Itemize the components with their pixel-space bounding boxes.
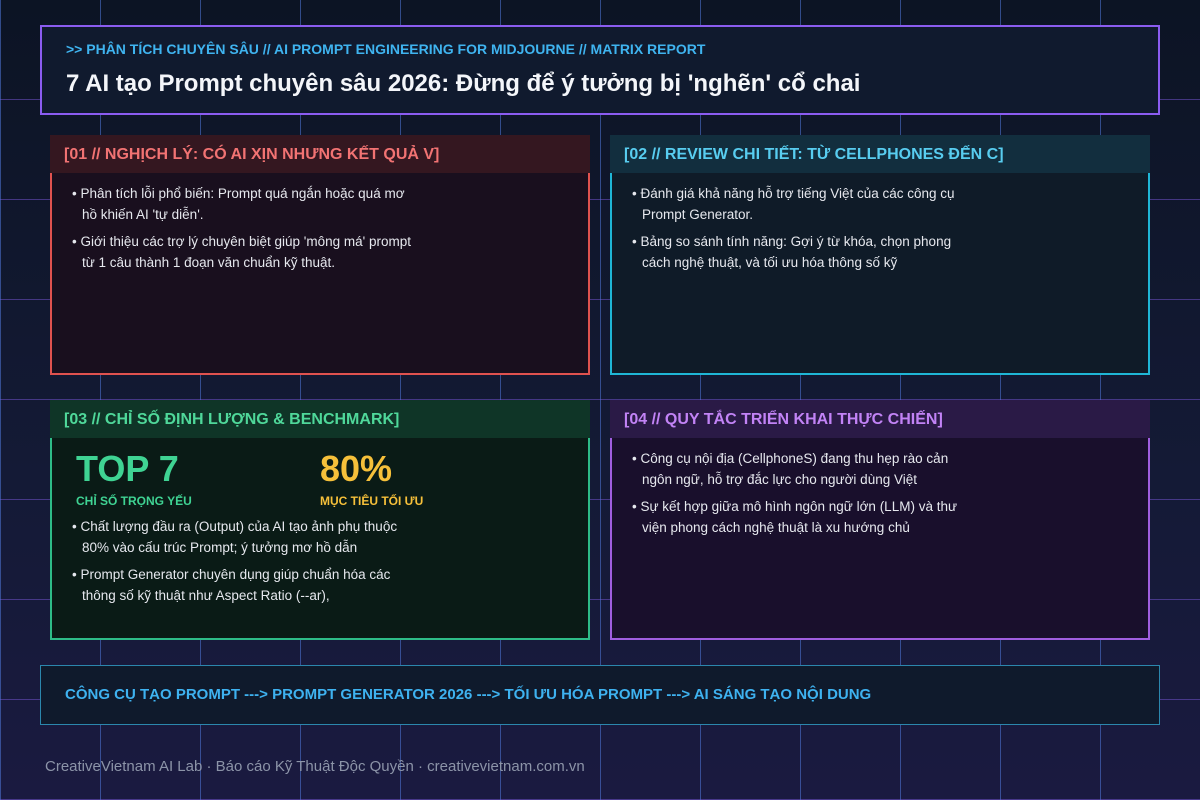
panel-title: [04 // QUY TẮC TRIỂN KHAI THỰC CHIẾN] [624, 411, 943, 428]
panel: [01 // NGHỊCH LÝ: CÓ AI XỊN NHƯNG KẾT QU… [50, 135, 590, 375]
panel-title: [02 // REVIEW CHI TIẾT: TỪ CELLPHONES ĐẾ… [624, 146, 1004, 163]
bullet: Giới thiệu các trợ lý chuyên biệt giúp '… [66, 231, 411, 273]
bullet-list: Chất lượng đầu ra (Output) của AI tạo ản… [66, 516, 411, 612]
panel-header: [04 // QUY TẮC TRIỂN KHAI THỰC CHIẾN] [610, 400, 1150, 438]
panel-header: [03 // CHỈ SỐ ĐỊNH LƯỢNG & BENCHMARK] [50, 400, 590, 438]
panel: [02 // REVIEW CHI TIẾT: TỪ CELLPHONES ĐẾ… [610, 135, 1150, 375]
flow-text: CÔNG CỤ TẠO PROMPT ---> PROMPT GENERATOR… [65, 686, 872, 703]
bullet-list: Phân tích lỗi phổ biến: Prompt quá ngắn … [66, 183, 411, 279]
stat-label: MỤC TIÊU TỐI ƯU [320, 494, 424, 508]
bullet: Bảng so sánh tính năng: Gợi ý từ khóa, c… [626, 231, 971, 273]
credit: CreativeVietnam AI Lab · Báo cáo Kỹ Thuậ… [45, 758, 585, 775]
panel-header: [02 // REVIEW CHI TIẾT: TỪ CELLPHONES ĐẾ… [610, 135, 1150, 173]
bullet: Sự kết hợp giữa mô hình ngôn ngữ lớn (LL… [626, 496, 971, 538]
bullet: Đánh giá khả năng hỗ trợ tiếng Việt của … [626, 183, 971, 225]
panel: TOP 7 CHỈ SỐ TRỌNG YẾU 80% MỤC TIÊU TỐI … [50, 400, 590, 640]
stat-label: CHỈ SỐ TRỌNG YẾU [76, 494, 192, 508]
bullet: Công cụ nội địa (CellphoneS) đang thu hẹ… [626, 448, 971, 490]
flow-bar: CÔNG CỤ TẠO PROMPT ---> PROMPT GENERATOR… [40, 665, 1160, 725]
panel-title: [03 // CHỈ SỐ ĐỊNH LƯỢNG & BENCHMARK] [64, 411, 400, 428]
bullet-list: Công cụ nội địa (CellphoneS) đang thu hẹ… [626, 448, 971, 544]
panel-title: [01 // NGHỊCH LÝ: CÓ AI XỊN NHƯNG KẾT QU… [64, 146, 440, 163]
bullet: Phân tích lỗi phổ biến: Prompt quá ngắn … [66, 183, 411, 225]
stat: TOP 7 CHỈ SỐ TRỌNG YẾU [76, 448, 192, 508]
panel: [04 // QUY TẮC TRIỂN KHAI THỰC CHIẾN] Côn… [610, 400, 1150, 640]
header-kicker: >> PHÂN TÍCH CHUYÊN SÂU // AI PROMPT ENG… [66, 41, 706, 57]
stat-value: TOP 7 [76, 448, 179, 489]
stat: 80% MỤC TIÊU TỐI ƯU [320, 448, 423, 508]
header-title: 7 AI tạo Prompt chuyên sâu 2026: Đừng để… [66, 70, 861, 97]
bullet: Chất lượng đầu ra (Output) của AI tạo ản… [66, 516, 411, 558]
bullet: Prompt Generator chuyên dụng giúp chuẩn … [66, 564, 411, 606]
panel-header: [01 // NGHỊCH LÝ: CÓ AI XỊN NHƯNG KẾT QU… [50, 135, 590, 173]
header: >> PHÂN TÍCH CHUYÊN SÂU // AI PROMPT ENG… [40, 25, 1160, 115]
bullet-list: Đánh giá khả năng hỗ trợ tiếng Việt của … [626, 183, 971, 279]
stat-value: 80% [320, 448, 393, 489]
